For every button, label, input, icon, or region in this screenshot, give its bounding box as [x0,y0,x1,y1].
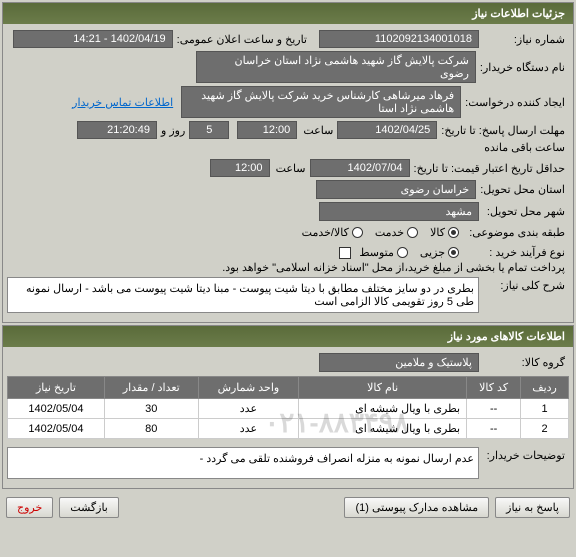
buyer-note-label: توضیحات خریدار: [479,447,569,464]
radio-goods[interactable] [448,227,459,238]
buyer-org-field: شرکت پالایش گاز شهید هاشمی نژاد استان خر… [196,51,476,83]
table-row[interactable]: 2 -- بطری با ویال شیشه ای عدد 80 1402/05… [8,419,569,439]
days-remain: 5 [189,121,229,139]
td: بطری با ویال شیشه ای [299,419,467,439]
footer-buttons: پاسخ به نیاز مشاهده مدارک پیوستی (1) باز… [0,491,576,524]
td: 1402/05/04 [8,419,105,439]
th-4: تعداد / مقدار [104,377,198,399]
deadline-time: 12:00 [237,121,297,139]
attachments-button[interactable]: مشاهده مدارک پیوستی (1) [344,497,489,518]
cat-radio-group: کالا خدمت کالا/خدمت [302,226,459,239]
back-button[interactable]: بازگشت [59,497,119,518]
main-panel: جزئیات اطلاعات نیاز شماره نیاز: 11020921… [2,2,574,323]
td: -- [467,419,521,439]
td: عدد [198,419,299,439]
validity-date: 1402/07/04 [310,159,410,177]
province-label: استان محل تحویل: [476,181,569,198]
process-label: نوع فرآیند خرید : [459,244,569,261]
deadline-date: 1402/04/25 [337,121,437,139]
buyer-note-text: عدم ارسال نمونه به منزله انصراف فروشنده … [7,447,479,479]
radio-both-label: کالا/خدمت [302,226,349,239]
city-field: مشهد [319,202,479,221]
creator-label: ایجاد کننده درخواست: [461,94,569,111]
cat-label: طبقه بندی موضوعی: [459,224,569,241]
need-no-label: شماره نیاز: [479,31,569,48]
creator-field: فرهاد میرشاهی کارشناس خرید شرکت پالایش گ… [181,86,461,118]
reply-button[interactable]: پاسخ به نیاز [495,497,570,518]
td: بطری با ویال شیشه ای [299,399,467,419]
city-label: شهر محل تحویل: [479,203,569,220]
validity-label: حداقل تاریخ اعتبار قیمت: تا تاریخ: [410,160,569,177]
days-label-1: روز و [157,122,189,139]
td: 30 [104,399,198,419]
desc-text: بطری در دو سایز مختلف مطابق با دیتا شیت … [7,277,479,313]
td: -- [467,399,521,419]
td: عدد [198,399,299,419]
goods-table: ردیف کد کالا نام کالا واحد شمارش تعداد /… [7,376,569,439]
radio-partial[interactable] [448,247,459,258]
radio-medium[interactable] [397,247,408,258]
buyer-org-label: نام دستگاه خریدار: [476,59,569,76]
group-label: گروه کالا: [479,354,569,371]
group-field: پلاستیک و ملامین [319,353,479,372]
need-no-field: 1102092134001018 [319,30,479,48]
time-label-2: ساعت [270,160,310,177]
pub-date-label: تاریخ و ساعت اعلان عمومی: [173,31,311,48]
td: 1 [521,399,569,419]
radio-medium-label: متوسط [359,246,394,259]
th-2: نام کالا [299,377,467,399]
radio-partial-label: جزیی [420,246,445,259]
validity-time: 12:00 [210,159,270,177]
panel-title: جزئیات اطلاعات نیاز [3,3,573,24]
desc-label: شرح کلی نیاز: [479,277,569,294]
days-label-2: ساعت باقی مانده [479,139,569,156]
td: 2 [521,419,569,439]
goods-panel: اطلاعات کالاهای مورد نیاز گروه کالا: پلا… [2,325,574,489]
process-radio-group: جزیی متوسط [359,246,459,259]
td: 80 [104,419,198,439]
table-row[interactable]: 1 -- بطری با ویال شیشه ای عدد 30 1402/05… [8,399,569,419]
exit-button[interactable]: خروج [6,497,53,518]
radio-service-label: خدمت [375,226,404,239]
payment-note: پرداخت تمام یا بخشی از مبلغ خرید،از محل … [222,261,565,274]
goods-panel-title: اطلاعات کالاهای مورد نیاز [3,326,573,347]
td: 1402/05/04 [8,399,105,419]
radio-both[interactable] [352,227,363,238]
table-header-row: ردیف کد کالا نام کالا واحد شمارش تعداد /… [8,377,569,399]
goods-panel-body: گروه کالا: پلاستیک و ملامین ۰۲۱-۸۸۳۴۹۸ ر… [3,347,573,488]
th-1: کد کالا [467,377,521,399]
th-5: تاریخ نیاز [8,377,105,399]
radio-goods-label: کالا [430,226,445,239]
time-label-1: ساعت [297,122,337,139]
contact-link[interactable]: اطلاعات تماس خریدار [72,96,173,109]
time-remain: 21:20:49 [77,121,157,139]
payment-checkbox[interactable] [339,247,351,259]
th-0: ردیف [521,377,569,399]
th-3: واحد شمارش [198,377,299,399]
panel-body-1: شماره نیاز: 1102092134001018 تاریخ و ساع… [3,24,573,322]
pub-date-field: 1402/04/19 - 14:21 [13,30,173,48]
province-field: خراسان رضوی [316,180,476,199]
deadline-label: مهلت ارسال پاسخ: تا تاریخ: [437,122,569,139]
radio-service[interactable] [407,227,418,238]
